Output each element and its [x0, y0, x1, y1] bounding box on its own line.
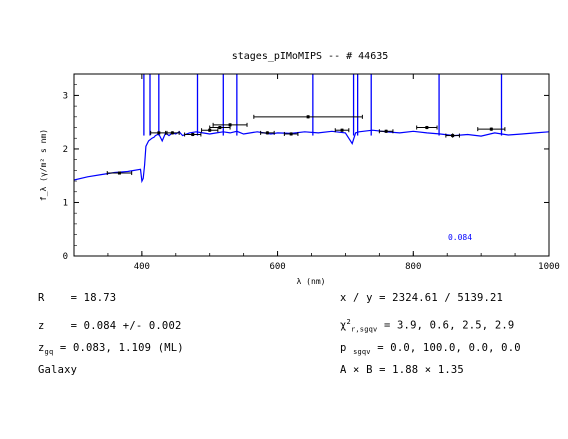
x-axis-label: λ (nm)	[297, 277, 326, 286]
photometry-point	[306, 115, 310, 119]
photometry-point	[384, 129, 388, 133]
ab-value: = 1.88 × 1.35	[379, 364, 464, 376]
zgq-value: = 0.083, 1.109 (ML)	[59, 342, 184, 354]
photometry-point	[451, 134, 455, 138]
y-tick-label: 1	[63, 198, 68, 208]
chi-sub: r,sgqv	[350, 325, 378, 334]
photometry-point	[228, 123, 232, 127]
info-z: z = 0.084 +/- 0.002	[38, 320, 182, 332]
chart-title: stages_pIMoMIPS -- # 44635	[232, 51, 389, 62]
p-sub: sgqv	[353, 348, 371, 357]
chi-sup: 2	[346, 318, 351, 326]
photometry-point	[289, 132, 293, 136]
info-r: R = 18.73	[38, 292, 116, 304]
ab-label: A × B	[340, 364, 373, 376]
p-value: = 0.0, 100.0, 0.0, 0.0	[377, 342, 521, 354]
x-tick-label: 600	[269, 262, 285, 272]
info-p: p sgqv = 0.0, 100.0, 0.0, 0.0	[340, 342, 521, 356]
photometry-point	[157, 131, 161, 135]
r-label: R	[38, 292, 45, 304]
info-class: Galaxy	[38, 364, 78, 376]
info-xy: x / y = 2324.61 / 5139.21	[340, 292, 503, 304]
z-label: z	[38, 320, 45, 332]
z-value: = 0.084 +/- 0.002	[70, 320, 182, 332]
p-label: p	[340, 342, 347, 354]
y-axis-label: f_λ (γ/m² s nm)	[39, 129, 48, 201]
photometry-point	[340, 128, 344, 132]
redshift-annotation: 0.084	[448, 233, 472, 242]
plot-area: 400 600 800 1000 0 1 2 3	[63, 74, 560, 272]
zgq-sub: gq	[44, 348, 54, 357]
photometry-point	[208, 128, 212, 132]
photometry-point	[117, 171, 121, 175]
info-ab: A × B = 1.88 × 1.35	[340, 364, 464, 376]
info-zgq: zgq = 0.083, 1.109 (ML)	[38, 342, 184, 356]
x-tick-label: 400	[134, 262, 150, 272]
info-chi: χ2r,sgqv = 3.9, 0.6, 2.5, 2.9	[340, 318, 514, 334]
series-group	[74, 74, 549, 184]
y-tick-label: 0	[63, 252, 68, 262]
r-value: = 18.73	[70, 292, 117, 304]
photometry-point	[425, 126, 429, 130]
x-tick-label: 800	[405, 262, 421, 272]
spectrum-line	[74, 129, 549, 184]
photometry-point	[218, 126, 222, 130]
y-tick-label: 3	[63, 91, 68, 101]
chi-value: = 3.9, 0.6, 2.5, 2.9	[383, 319, 515, 332]
x-tick-label: 1000	[538, 262, 560, 272]
photometry-point	[191, 132, 195, 136]
xy-label: x / y	[340, 292, 373, 304]
photometry-point	[489, 127, 493, 131]
plot-frame	[73, 73, 550, 257]
xy-value: = 2324.61 / 5139.21	[379, 292, 504, 304]
zgq-label: z	[38, 342, 45, 354]
y-tick-label: 2	[63, 145, 68, 155]
chi-label: χ	[340, 319, 347, 332]
photometry-point	[170, 131, 174, 135]
photometry-point	[265, 131, 269, 135]
